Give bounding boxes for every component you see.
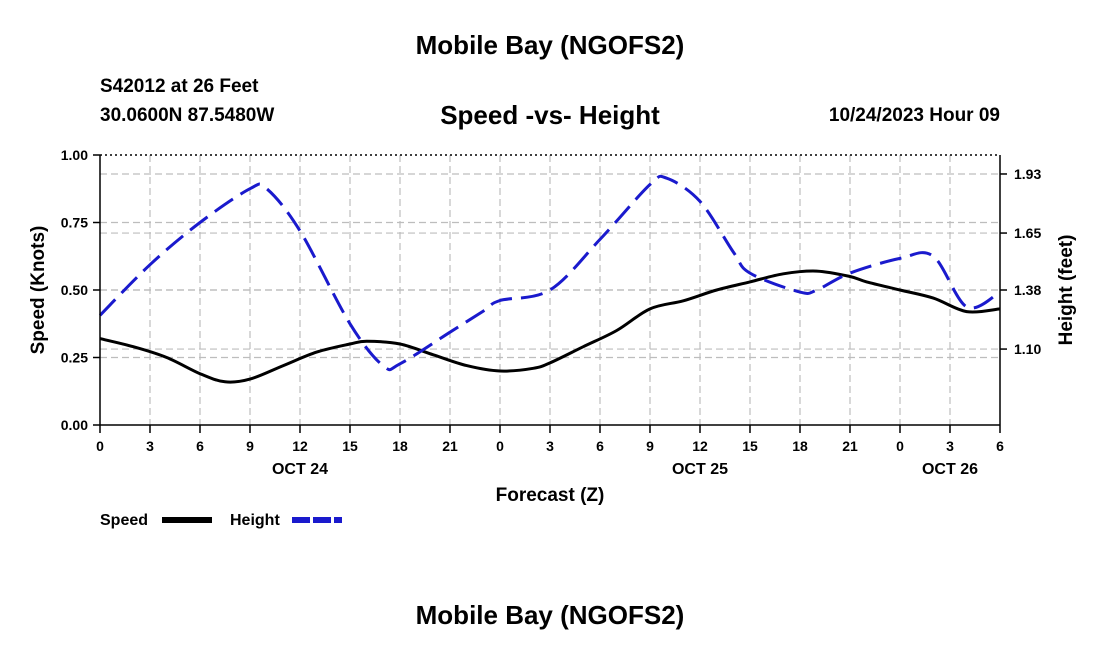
x-tick-label: 0 (496, 438, 504, 454)
x-tick-label: 18 (792, 438, 808, 454)
x-tick-label: 6 (996, 438, 1004, 454)
day-label: OCT 26 (922, 461, 978, 478)
x-tick-label: 6 (196, 438, 204, 454)
axis-labels: 0 3 6 9 12 15 18 21 0 3 6 9 12 15 18 21 0 3 6 OCT 24 OCT 25 O… (28, 147, 1077, 506)
speed-series-line (99, 269, 1001, 384)
x-tick-label: 9 (646, 438, 654, 454)
x-tick-label: 3 (146, 438, 154, 454)
station-name: S42012 at 26 Feet (100, 76, 259, 97)
legend-height-label: Height (230, 512, 280, 529)
y-left-tick-label: 1.00 (61, 147, 88, 163)
y-left-tick-label: 0.25 (61, 350, 88, 366)
x-tick-label: 12 (692, 438, 708, 454)
x-tick-label: 3 (946, 438, 954, 454)
x-tick-label: 9 (246, 438, 254, 454)
x-tick-label: 15 (742, 438, 758, 454)
x-tick-label: 15 (342, 438, 358, 454)
main-title: Mobile Bay (NGOFS2) (415, 30, 685, 60)
day-label: OCT 25 (672, 461, 728, 478)
x-tick-label: 12 (292, 438, 308, 454)
station-coordinates: 30.0600N 87.5480W (100, 105, 275, 126)
x-tick-label: 6 (596, 438, 604, 454)
grid-lines (100, 155, 1000, 425)
y-right-tick-label: 1.93 (1014, 166, 1041, 182)
x-tick-label: 3 (546, 438, 554, 454)
y-left-tick-label: 0.00 (61, 417, 88, 433)
forecast-date: 10/24/2023 Hour 09 (828, 105, 1000, 126)
chart-legend: Speed Height (100, 512, 342, 529)
height-series-line (98, 174, 1001, 372)
day-label: OCT 24 (272, 461, 328, 478)
y-left-axis-title: Speed (Knots) (28, 226, 49, 355)
y-right-tick-label: 1.38 (1014, 282, 1041, 298)
x-tick-label: 21 (442, 438, 458, 454)
plot-title: Speed -vs- Height (440, 100, 660, 130)
y-right-axis-title: Height (feet) (1056, 235, 1077, 346)
legend-speed-label: Speed (100, 512, 148, 529)
y-right-tick-label: 1.10 (1014, 341, 1041, 357)
footer-title: Mobile Bay (NGOFS2) (415, 600, 685, 630)
y-left-tick-label: 0.75 (61, 215, 88, 231)
x-tick-label: 0 (96, 438, 104, 454)
chart-axes (93, 154, 1007, 433)
x-tick-label: 21 (842, 438, 858, 454)
x-tick-label: 0 (896, 438, 904, 454)
y-right-tick-label: 1.65 (1014, 225, 1041, 241)
x-tick-label: 18 (392, 438, 408, 454)
series-lines (98, 174, 1001, 384)
x-axis-title: Forecast (Z) (496, 485, 605, 506)
y-left-tick-label: 0.50 (61, 282, 88, 298)
